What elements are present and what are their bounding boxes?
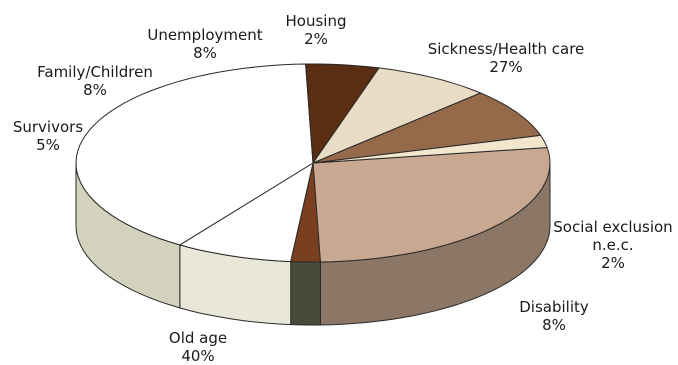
slice-survivors [305, 63, 380, 164]
label-housing: Housing 2% [278, 12, 354, 48]
label-sickness-health-care-value: 27% [489, 58, 523, 76]
slice-family-children [312, 67, 482, 164]
slice-old-age [75, 63, 314, 246]
slice-disability [179, 162, 314, 263]
label-social-exclusion-value: 2% [601, 254, 625, 272]
label-sickness-health-care: Sickness/Health care 27% [406, 40, 606, 76]
label-social-exclusion-name-1: Social exclusion [553, 218, 673, 236]
label-unemployment-name: Unemployment [147, 26, 263, 44]
label-survivors-name: Survivors [12, 118, 84, 136]
label-disability: Disability 8% [502, 298, 606, 334]
slice-sickness-health-care [312, 147, 551, 263]
label-unemployment: Unemployment 8% [144, 26, 266, 62]
label-survivors-value: 5% [36, 136, 60, 154]
label-old-age: Old age 40% [146, 329, 250, 365]
side-social-exclusion-n-e-c [290, 261, 321, 326]
label-unemployment-value: 8% [193, 44, 217, 62]
label-old-age-value: 40% [181, 347, 215, 365]
label-disability-value: 8% [542, 316, 566, 334]
label-family-children-value: 8% [83, 81, 107, 99]
label-family-children-name: Family/Children [37, 63, 153, 81]
label-survivors: Survivors 5% [6, 118, 90, 154]
label-old-age-name: Old age [168, 329, 228, 347]
label-family-children: Family/Children 8% [28, 63, 162, 99]
label-social-exclusion: Social exclusion n.e.c. 2% [548, 218, 678, 272]
label-social-exclusion-name-2: n.e.c. [592, 236, 634, 254]
label-disability-name: Disability [519, 298, 589, 316]
label-housing-name: Housing [285, 12, 347, 30]
label-housing-value: 2% [304, 30, 328, 48]
slice-unemployment [312, 92, 542, 164]
slice-housing [312, 134, 548, 164]
label-sickness-health-care-name: Sickness/Health care [427, 40, 585, 58]
